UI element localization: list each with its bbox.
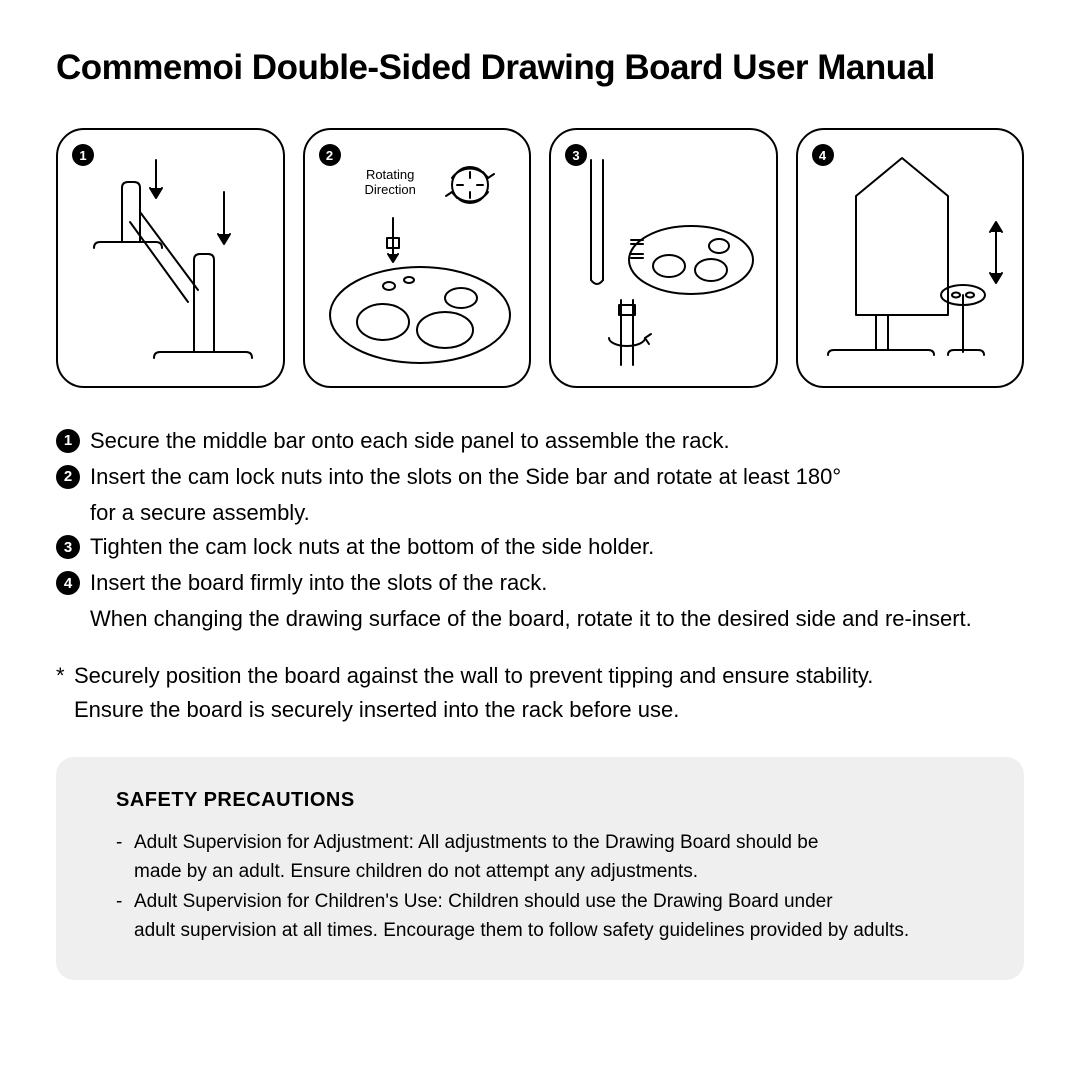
safety-list: - Adult Supervision for Adjustment: All … (116, 828, 964, 946)
diagram-4 (798, 130, 1018, 385)
panel-2: 2 Rotating Direction (303, 128, 532, 388)
inst-text-1: Secure the middle bar onto each side pan… (90, 424, 1024, 458)
inst-text-3: Tighten the cam lock nuts at the bottom … (90, 530, 1024, 564)
instructions-list: 1 Secure the middle bar onto each side p… (56, 424, 1024, 637)
instruction-1: 1 Secure the middle bar onto each side p… (56, 424, 1024, 458)
inst-num-3: 3 (56, 535, 80, 559)
diagram-1 (58, 130, 278, 385)
inst-num-4: 4 (56, 571, 80, 595)
diagram-panels: 1 2 Rotating Direct (56, 128, 1024, 388)
safety-2b: adult supervision at all times. Encourag… (116, 916, 964, 945)
instruction-3: 3 Tighten the cam lock nuts at the botto… (56, 530, 1024, 564)
inst-num-1: 1 (56, 429, 80, 453)
inst-num-2: 2 (56, 465, 80, 489)
note-line-1: Securely position the board against the … (74, 659, 873, 693)
safety-dash: - (116, 887, 134, 916)
note-line-2: Ensure the board is securely inserted in… (74, 693, 679, 727)
inst-text-4a: Insert the board firmly into the slots o… (90, 566, 1024, 600)
inst-text-2a: Insert the cam lock nuts into the slots … (90, 460, 1024, 494)
instruction-4: 4 Insert the board firmly into the slots… (56, 566, 1024, 600)
inst-text-4b: When changing the drawing surface of the… (56, 602, 1024, 636)
note-block: * Securely position the board against th… (56, 659, 1024, 727)
diagram-2 (305, 130, 525, 385)
note-star: * (56, 659, 74, 693)
inst-text-2b: for a secure assembly. (56, 496, 1024, 530)
panel-4: 4 (796, 128, 1025, 388)
safety-item-2: - Adult Supervision for Children's Use: … (116, 887, 964, 916)
panel-3: 3 (549, 128, 778, 388)
safety-1a: Adult Supervision for Adjustment: All ad… (134, 828, 818, 857)
diagram-3 (551, 130, 771, 385)
instruction-2: 2 Insert the cam lock nuts into the slot… (56, 460, 1024, 494)
safety-title: SAFETY PRECAUTIONS (116, 789, 964, 812)
safety-2a: Adult Supervision for Children's Use: Ch… (134, 887, 833, 916)
safety-item-1: - Adult Supervision for Adjustment: All … (116, 828, 964, 857)
page-title: Commemoi Double-Sided Drawing Board User… (56, 48, 1024, 88)
safety-box: SAFETY PRECAUTIONS - Adult Supervision f… (56, 757, 1024, 980)
safety-dash: - (116, 828, 134, 857)
panel-1: 1 (56, 128, 285, 388)
safety-1b: made by an adult. Ensure children do not… (116, 857, 964, 886)
